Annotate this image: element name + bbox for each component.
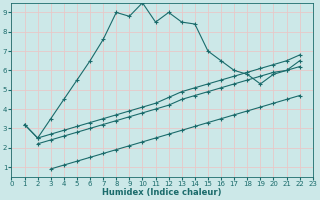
X-axis label: Humidex (Indice chaleur): Humidex (Indice chaleur) [102,188,222,197]
